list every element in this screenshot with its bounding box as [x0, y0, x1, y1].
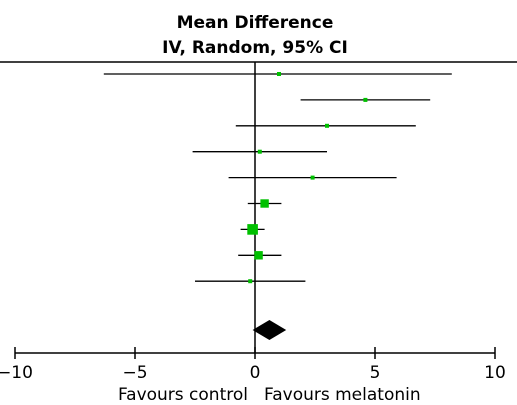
- study-point-estimate: [260, 199, 269, 208]
- x-tick-label: 0: [250, 363, 261, 383]
- x-tick-label: −10: [0, 363, 33, 383]
- study-point-estimate: [277, 72, 281, 76]
- study-point-estimate: [325, 123, 329, 128]
- study-point-estimate: [247, 224, 258, 235]
- favours-right-label: Favours melatonin: [264, 385, 421, 405]
- x-tick-label: 10: [484, 363, 506, 383]
- header-line-1: Mean Difference: [177, 13, 334, 33]
- study-point-estimate: [363, 97, 368, 102]
- study-point-estimate: [310, 175, 315, 180]
- study-point-estimate: [257, 149, 262, 154]
- study-point-estimate: [248, 279, 253, 284]
- study-point-estimate: [254, 251, 263, 260]
- plot-marks: [103, 62, 452, 353]
- x-tick-label: 5: [370, 363, 381, 383]
- x-axis: −10 −5 0 5 10: [0, 347, 506, 383]
- header-line-2: IV, Random, 95% CI: [162, 38, 348, 58]
- x-tick-label: −5: [122, 363, 147, 383]
- pooled-estimate-diamond: [252, 320, 287, 340]
- favours-left-label: Favours control: [118, 385, 248, 405]
